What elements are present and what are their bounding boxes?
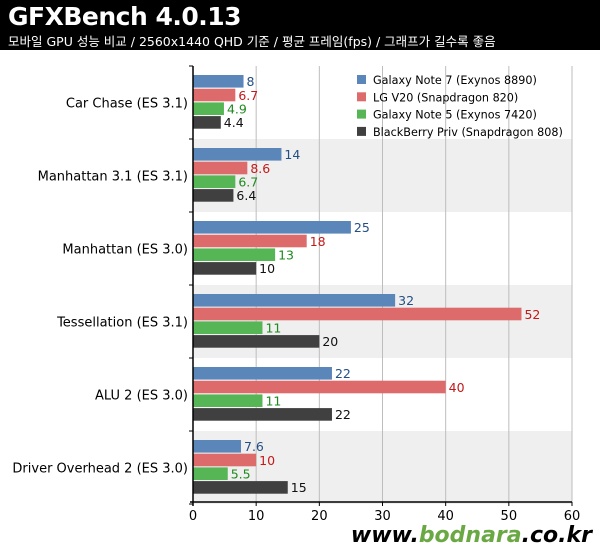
x-tick-label: 0 (189, 509, 197, 520)
bar (193, 189, 234, 202)
x-tick-label: 10 (248, 509, 265, 520)
legend-label: BlackBerry Priv (Snapdragon 808) (373, 126, 563, 139)
legend-label: Galaxy Note 5 (Exynos 7420) (373, 109, 537, 122)
bar (193, 467, 228, 480)
bar (193, 380, 446, 394)
category-label: Manhattan (ES 3.0) (62, 243, 188, 258)
x-tick-label: 30 (374, 509, 391, 520)
data-label: 11 (265, 394, 281, 409)
data-label: 18 (310, 234, 326, 249)
data-label: 40 (449, 380, 465, 395)
bar (193, 148, 282, 161)
data-label: 22 (335, 366, 351, 381)
bar (193, 294, 396, 307)
data-label: 15 (291, 480, 307, 495)
data-label: 5.5 (231, 467, 251, 482)
bar (193, 440, 242, 453)
bar (193, 262, 257, 275)
site-watermark: www.bodnara.co.kr (351, 523, 592, 548)
data-label: 6.4 (236, 188, 256, 203)
bar (193, 481, 288, 494)
category-label: Car Chase (ES 3.1) (66, 97, 188, 112)
data-label: 32 (398, 293, 414, 308)
data-label: 7.6 (244, 439, 264, 454)
chart-subtitle: 모바일 GPU 성능 비교 / 2560x1440 QHD 기준 / 평균 프레… (8, 34, 496, 49)
legend-label: Galaxy Note 7 (Exynos 8890) (373, 74, 537, 87)
data-label: 4.4 (224, 115, 244, 130)
bar (193, 307, 522, 321)
bar (193, 102, 224, 115)
data-label: 13 (278, 248, 294, 263)
data-label: 22 (335, 407, 351, 422)
data-label: 52 (524, 307, 540, 322)
data-label: 6.7 (238, 88, 258, 103)
bar (193, 408, 332, 421)
bar (193, 367, 332, 380)
x-tick-label: 40 (437, 509, 454, 520)
bar (193, 88, 236, 102)
data-label: 10 (259, 453, 275, 468)
data-label: 25 (354, 220, 370, 235)
bar (193, 116, 221, 129)
bar (193, 321, 263, 334)
category-label: Driver Overhead 2 (ES 3.0) (12, 462, 188, 477)
bar (193, 161, 248, 175)
bar (193, 75, 244, 88)
chart-header: GFXBench 4.0.13 모바일 GPU 성능 비교 / 2560x144… (0, 0, 600, 50)
data-label: 4.9 (227, 102, 247, 117)
bar (193, 248, 276, 261)
bar (193, 234, 307, 248)
legend-swatch (357, 75, 366, 84)
x-tick-label: 60 (564, 509, 581, 520)
watermark-prefix: www. (350, 523, 419, 548)
category-label: Tessellation (ES 3.1) (56, 316, 188, 331)
watermark-suffix: .co.kr (521, 523, 592, 548)
data-label: 8 (247, 74, 255, 89)
data-label: 14 (284, 147, 300, 162)
category-label: Manhattan 3.1 (ES 3.1) (38, 170, 188, 185)
watermark-domain: bodnara (418, 523, 522, 548)
x-tick-label: 50 (501, 509, 518, 520)
bar (193, 453, 257, 467)
data-label: 6.7 (238, 175, 258, 190)
category-label: ALU 2 (ES 3.0) (95, 389, 188, 404)
bar (193, 221, 351, 234)
legend-swatch (357, 92, 366, 102)
bar (193, 394, 263, 407)
bar (193, 335, 320, 348)
legend-swatch (357, 126, 366, 136)
chart-title: GFXBench 4.0.13 (8, 2, 242, 31)
legend-swatch (357, 109, 366, 119)
data-label: 8.6 (250, 161, 270, 176)
data-label: 11 (265, 321, 281, 336)
legend-label: LG V20 (Snapdragon 820) (373, 91, 518, 104)
data-label: 20 (322, 334, 338, 349)
data-label: 10 (259, 261, 275, 276)
bar (193, 175, 236, 188)
x-tick-label: 20 (311, 509, 328, 520)
